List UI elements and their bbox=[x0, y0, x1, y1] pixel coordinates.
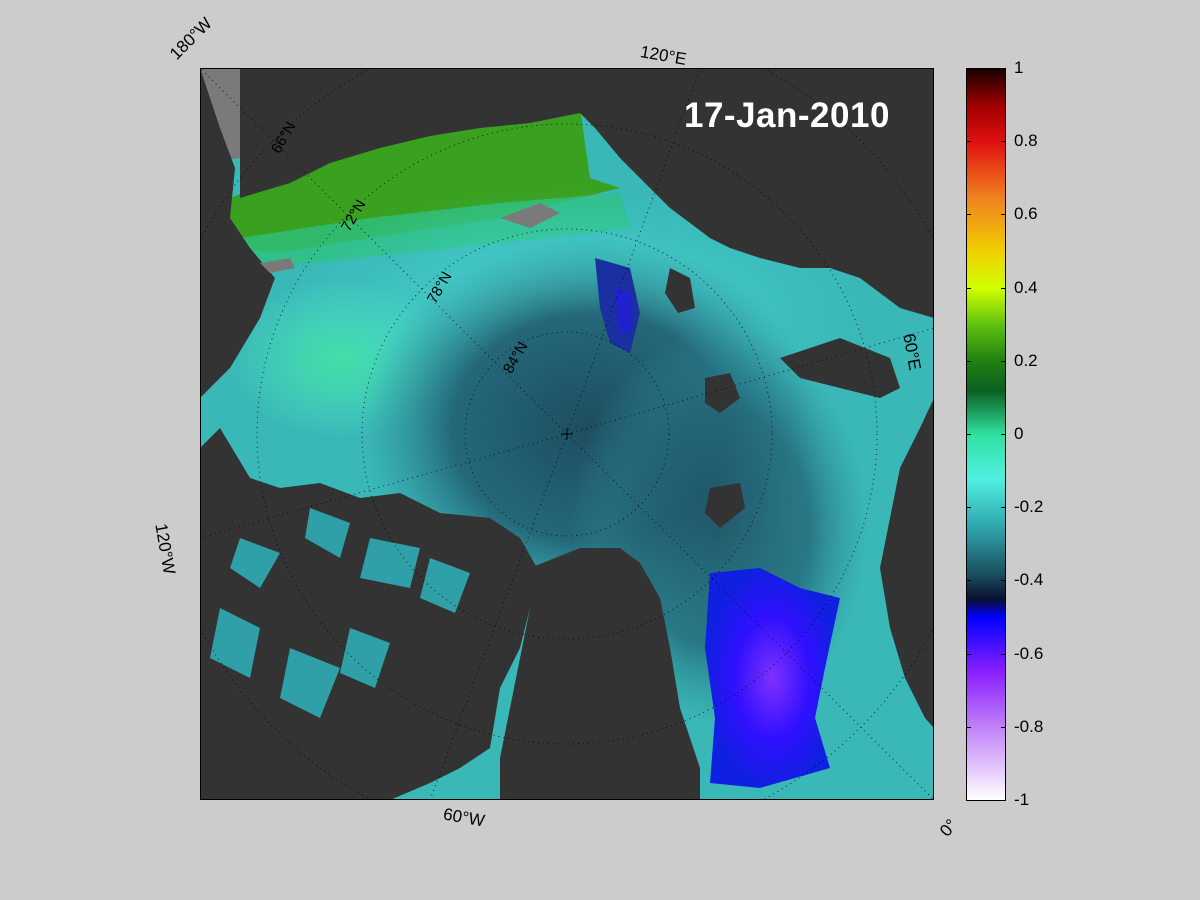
longitude-label-0: 0° bbox=[936, 815, 962, 841]
colorbar-tick-mark bbox=[966, 360, 971, 362]
colorbar-tick-mark bbox=[966, 507, 971, 509]
colorbar-tick-mark bbox=[966, 580, 971, 582]
colorbar-tick-mark bbox=[1001, 507, 1006, 509]
shelf-green-band bbox=[230, 108, 620, 253]
colorbar-tick-label: -0.2 bbox=[1014, 497, 1044, 517]
map-panel bbox=[200, 68, 934, 800]
colorbar-tick-mark bbox=[966, 287, 971, 289]
longitude-label-120e: 120°E bbox=[638, 42, 688, 69]
colorbar-tick-mark bbox=[1001, 360, 1006, 362]
colorbar-tick-mark bbox=[1001, 287, 1006, 289]
anomaly-map bbox=[200, 68, 934, 800]
land-eurasia-north bbox=[240, 68, 934, 318]
colorbar-tick-label: 0.6 bbox=[1014, 204, 1038, 224]
colorbar-tick-mark bbox=[966, 800, 971, 801]
colorbar-tick-label: -0.6 bbox=[1014, 643, 1044, 663]
longitude-label-120w: 120°W bbox=[151, 522, 179, 576]
colorbar-tick-label: 1 bbox=[1014, 58, 1024, 77]
colorbar-tick-mark bbox=[1001, 141, 1006, 143]
barents-anomaly bbox=[705, 568, 840, 788]
date-title: 17-Jan-2010 bbox=[684, 96, 890, 135]
colorbar-tick-label: 0.4 bbox=[1014, 277, 1038, 297]
colorbar-tick-mark bbox=[966, 726, 971, 728]
colorbar-tick-label: -1 bbox=[1014, 790, 1030, 809]
colorbar-tick-label: -0.8 bbox=[1014, 716, 1044, 736]
latitude-graticule bbox=[200, 68, 934, 800]
longitude-label-180w: 180°W bbox=[166, 13, 216, 64]
colorbar-tick-mark bbox=[1001, 214, 1006, 216]
land-scandinavia bbox=[880, 398, 934, 728]
land-novaya-zemlya bbox=[780, 338, 900, 398]
colorbar-tick-mark bbox=[1001, 800, 1006, 801]
colorbar-tick-mark bbox=[966, 653, 971, 655]
colorbar-tick-mark bbox=[1001, 653, 1006, 655]
longitude-label-60w: 60°W bbox=[441, 804, 487, 831]
colorbar-tick-label: 0.8 bbox=[1014, 131, 1038, 151]
longitude-graticule bbox=[200, 68, 934, 800]
land-greenland bbox=[500, 548, 700, 800]
colorbar-tick-mark bbox=[1001, 434, 1006, 435]
colorbar-tick-mark bbox=[966, 434, 971, 435]
colorbar bbox=[966, 68, 1006, 801]
colorbar-tick-mark bbox=[1001, 580, 1006, 582]
colorbar-tick-label: 0 bbox=[1014, 424, 1024, 443]
pole-marker bbox=[561, 428, 573, 440]
colorbar-tick-label: -0.4 bbox=[1014, 570, 1044, 590]
colorbar-tick-mark bbox=[966, 214, 971, 216]
colorbar-tick-label: 0.2 bbox=[1014, 350, 1038, 370]
colorbar-tick-mark bbox=[966, 68, 971, 69]
land-archipelago bbox=[200, 428, 540, 800]
colorbar-tick-mark bbox=[1001, 68, 1006, 69]
colorbar-tick-mark bbox=[1001, 726, 1006, 728]
colorbar-tick-mark bbox=[966, 141, 971, 143]
